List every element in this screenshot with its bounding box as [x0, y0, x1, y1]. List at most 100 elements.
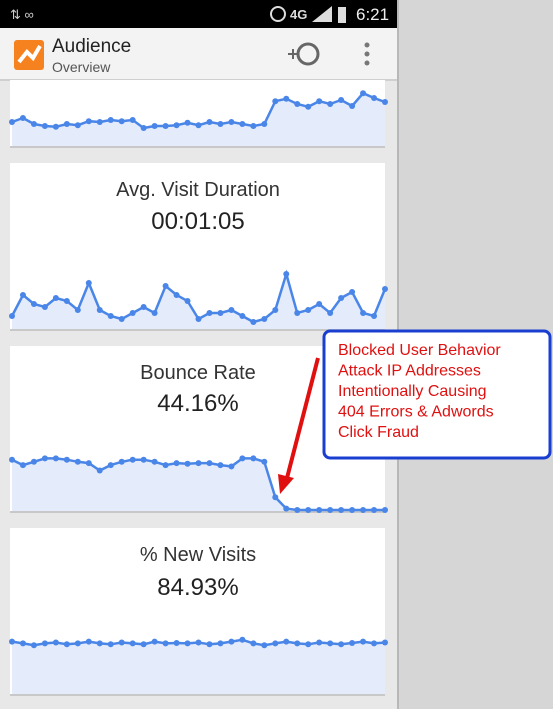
sparkline-point	[118, 639, 125, 646]
sparkline-point	[30, 642, 37, 649]
sparkline-point	[283, 505, 290, 512]
sparkline-point	[173, 292, 180, 298]
sparkline-point	[107, 462, 114, 469]
menu-dot	[364, 60, 370, 66]
sparkline-point	[74, 640, 81, 647]
sparkline-point	[96, 307, 103, 313]
sparkline-point	[283, 271, 290, 277]
sparkline-point	[9, 456, 15, 463]
sparkline-point	[41, 640, 48, 647]
sparkline-point	[261, 121, 268, 127]
app-subtitle: Overview	[52, 59, 111, 75]
sparkline-point	[316, 98, 323, 105]
sparkline-point	[371, 640, 378, 647]
sparkline-point	[41, 304, 48, 310]
menu-dot	[364, 51, 370, 57]
card-edge	[10, 146, 385, 148]
sparkline-point	[349, 639, 356, 646]
sparkline-point	[261, 316, 268, 322]
sparkline-point	[382, 506, 388, 513]
sparkline-point	[195, 639, 202, 646]
status-bar	[0, 0, 397, 28]
network-type: 4G	[290, 7, 307, 22]
sparkline-point	[327, 101, 334, 107]
sparkline-point	[129, 310, 136, 316]
sparkline-point	[294, 640, 301, 647]
sparkline-point	[327, 506, 334, 513]
alarm-icon	[270, 6, 286, 22]
sparkline-point	[30, 301, 37, 307]
sparkline-point	[272, 640, 279, 647]
sparkline-point	[294, 310, 301, 316]
menu-dot	[364, 42, 370, 48]
sparkline-point	[85, 118, 92, 125]
sparkline-point	[41, 455, 48, 462]
sparkline-point	[9, 119, 15, 125]
sparkline-point	[239, 636, 246, 643]
sparkline-point	[217, 121, 224, 127]
sparkline-point	[140, 641, 147, 648]
sparkline-point	[52, 295, 59, 301]
sparkline-point	[107, 117, 114, 123]
sparkline-point	[283, 638, 290, 645]
sparkline-point	[272, 98, 279, 105]
sparkline-point	[107, 313, 114, 319]
sparkline-point	[118, 118, 125, 125]
card-title: % New Visits	[140, 544, 256, 566]
card-value: 00:01:05	[151, 208, 244, 235]
sparkline-point	[30, 121, 37, 127]
annotation-box	[322, 329, 552, 460]
add-segment-button[interactable]	[288, 42, 320, 66]
sparkline-point	[162, 283, 169, 289]
sparkline-point	[52, 455, 59, 462]
sparkline-point	[151, 458, 158, 465]
sparkline-point	[41, 123, 48, 129]
app-title: Audience	[52, 36, 131, 57]
sparkline-point	[52, 123, 59, 130]
sparkline-point	[316, 301, 323, 307]
app-logo-mark	[17, 44, 42, 64]
sparkline-point	[294, 101, 301, 107]
sparkline-point	[151, 123, 158, 129]
sparkline-area	[12, 458, 385, 511]
sparkline-point	[9, 313, 15, 319]
sparkline-point	[327, 310, 334, 316]
annotation-line: Blocked User Behavior	[338, 342, 501, 359]
sparkline-point	[261, 458, 268, 465]
annotation-line: 404 Errors & Adwords	[338, 404, 494, 421]
sparkline-point	[74, 307, 81, 313]
sparkline-point	[371, 95, 378, 101]
sparkline-point	[173, 639, 180, 646]
sparkline-point	[294, 506, 301, 513]
sparkline-point	[206, 460, 213, 467]
sparkline-point	[382, 99, 388, 105]
sparkline-area	[12, 639, 385, 694]
sparkline-point	[228, 307, 235, 313]
sparkline-point	[338, 295, 345, 301]
sparkline-point	[195, 122, 202, 129]
annotation-line: Click Fraud	[338, 424, 419, 441]
sparkline-point	[217, 462, 224, 469]
sparkline-point	[305, 307, 312, 313]
sparkline-point	[272, 307, 279, 313]
sparkline-point	[184, 119, 191, 126]
sparkline-point	[162, 462, 169, 469]
sparkline-point	[239, 121, 246, 127]
overflow-menu[interactable]	[364, 42, 370, 66]
sparkline-point	[129, 456, 136, 463]
status-icons: ⇅ ∞	[10, 7, 34, 22]
sparkline-point	[228, 119, 235, 125]
sparkline-point	[129, 117, 136, 123]
arrow-shaft	[285, 357, 320, 479]
sparkline-point	[338, 506, 345, 513]
sparkline-point	[85, 460, 92, 467]
sparkline-point	[74, 122, 81, 129]
sparkline-point	[206, 119, 213, 125]
card	[10, 163, 385, 331]
card-title: Avg. Visit Duration	[116, 179, 280, 201]
battery-icon	[338, 7, 346, 23]
sparkline-point	[239, 455, 246, 462]
sparkline-point	[250, 123, 257, 129]
sparkline-point	[250, 455, 257, 462]
card-value: 84.93%	[157, 574, 238, 601]
